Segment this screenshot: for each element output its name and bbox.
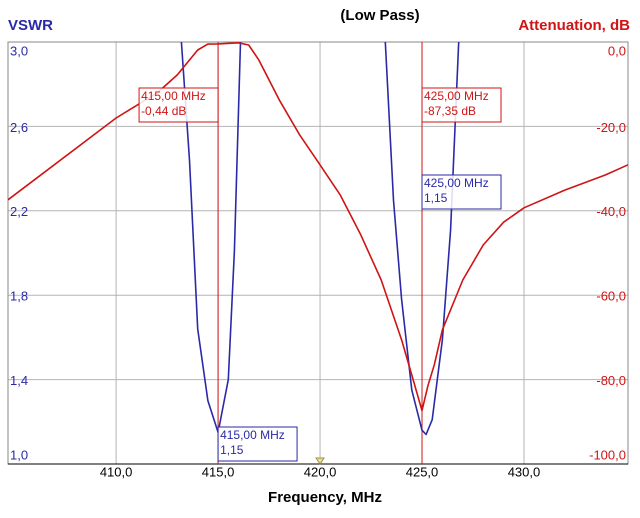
- y-tick-label: 3,0: [10, 43, 28, 58]
- marker-label: 1,15: [424, 191, 448, 205]
- cursor: [315, 457, 325, 465]
- y2-axis-label: Attenuation, dB: [518, 17, 630, 34]
- marker-label: 1,15: [220, 443, 244, 457]
- marker-label: -0,44 dB: [141, 104, 186, 118]
- y2-tick-label: -20,0: [596, 120, 626, 135]
- marker-box: [421, 174, 502, 210]
- y-axis-label: VSWR: [8, 17, 53, 34]
- marker-label: 415,00 MHz: [220, 428, 285, 442]
- y2-tick-label: -100,0: [589, 447, 626, 462]
- y2-tick-label: -40,0: [596, 204, 626, 219]
- x-axis-label: Frequency, MHz: [268, 489, 382, 506]
- series-line: [8, 42, 628, 412]
- x-tick-label: 425,0: [406, 464, 439, 479]
- y-tick-label: 1,4: [10, 373, 28, 388]
- marker-box: [138, 87, 219, 123]
- y-tick-label: 1,0: [10, 447, 28, 462]
- y2-tick-label: -60,0: [596, 289, 626, 304]
- plot-lines: [8, 42, 628, 436]
- x-tick-label: 410,0: [100, 464, 133, 479]
- y2-tick-label: 0,0: [608, 43, 626, 58]
- y-tick-label: 1,8: [10, 289, 28, 304]
- marker-box: [421, 87, 502, 123]
- marker-box: [217, 426, 298, 462]
- y-tick-label: 2,2: [10, 204, 28, 219]
- x-tick-label: 430,0: [508, 464, 541, 479]
- series-line: [180, 42, 460, 436]
- marker-label: 425,00 MHz: [424, 89, 489, 103]
- marker-label: 415,00 MHz: [141, 89, 206, 103]
- y-tick-label: 2,6: [10, 120, 28, 135]
- marker-label: -87,35 dB: [424, 104, 476, 118]
- chart-title: (Low Pass): [340, 7, 419, 24]
- x-tick-label: 420,0: [304, 464, 337, 479]
- y2-tick-label: -80,0: [596, 373, 626, 388]
- marker-label: 425,00 MHz: [424, 176, 489, 190]
- x-tick-label: 415,0: [202, 464, 235, 479]
